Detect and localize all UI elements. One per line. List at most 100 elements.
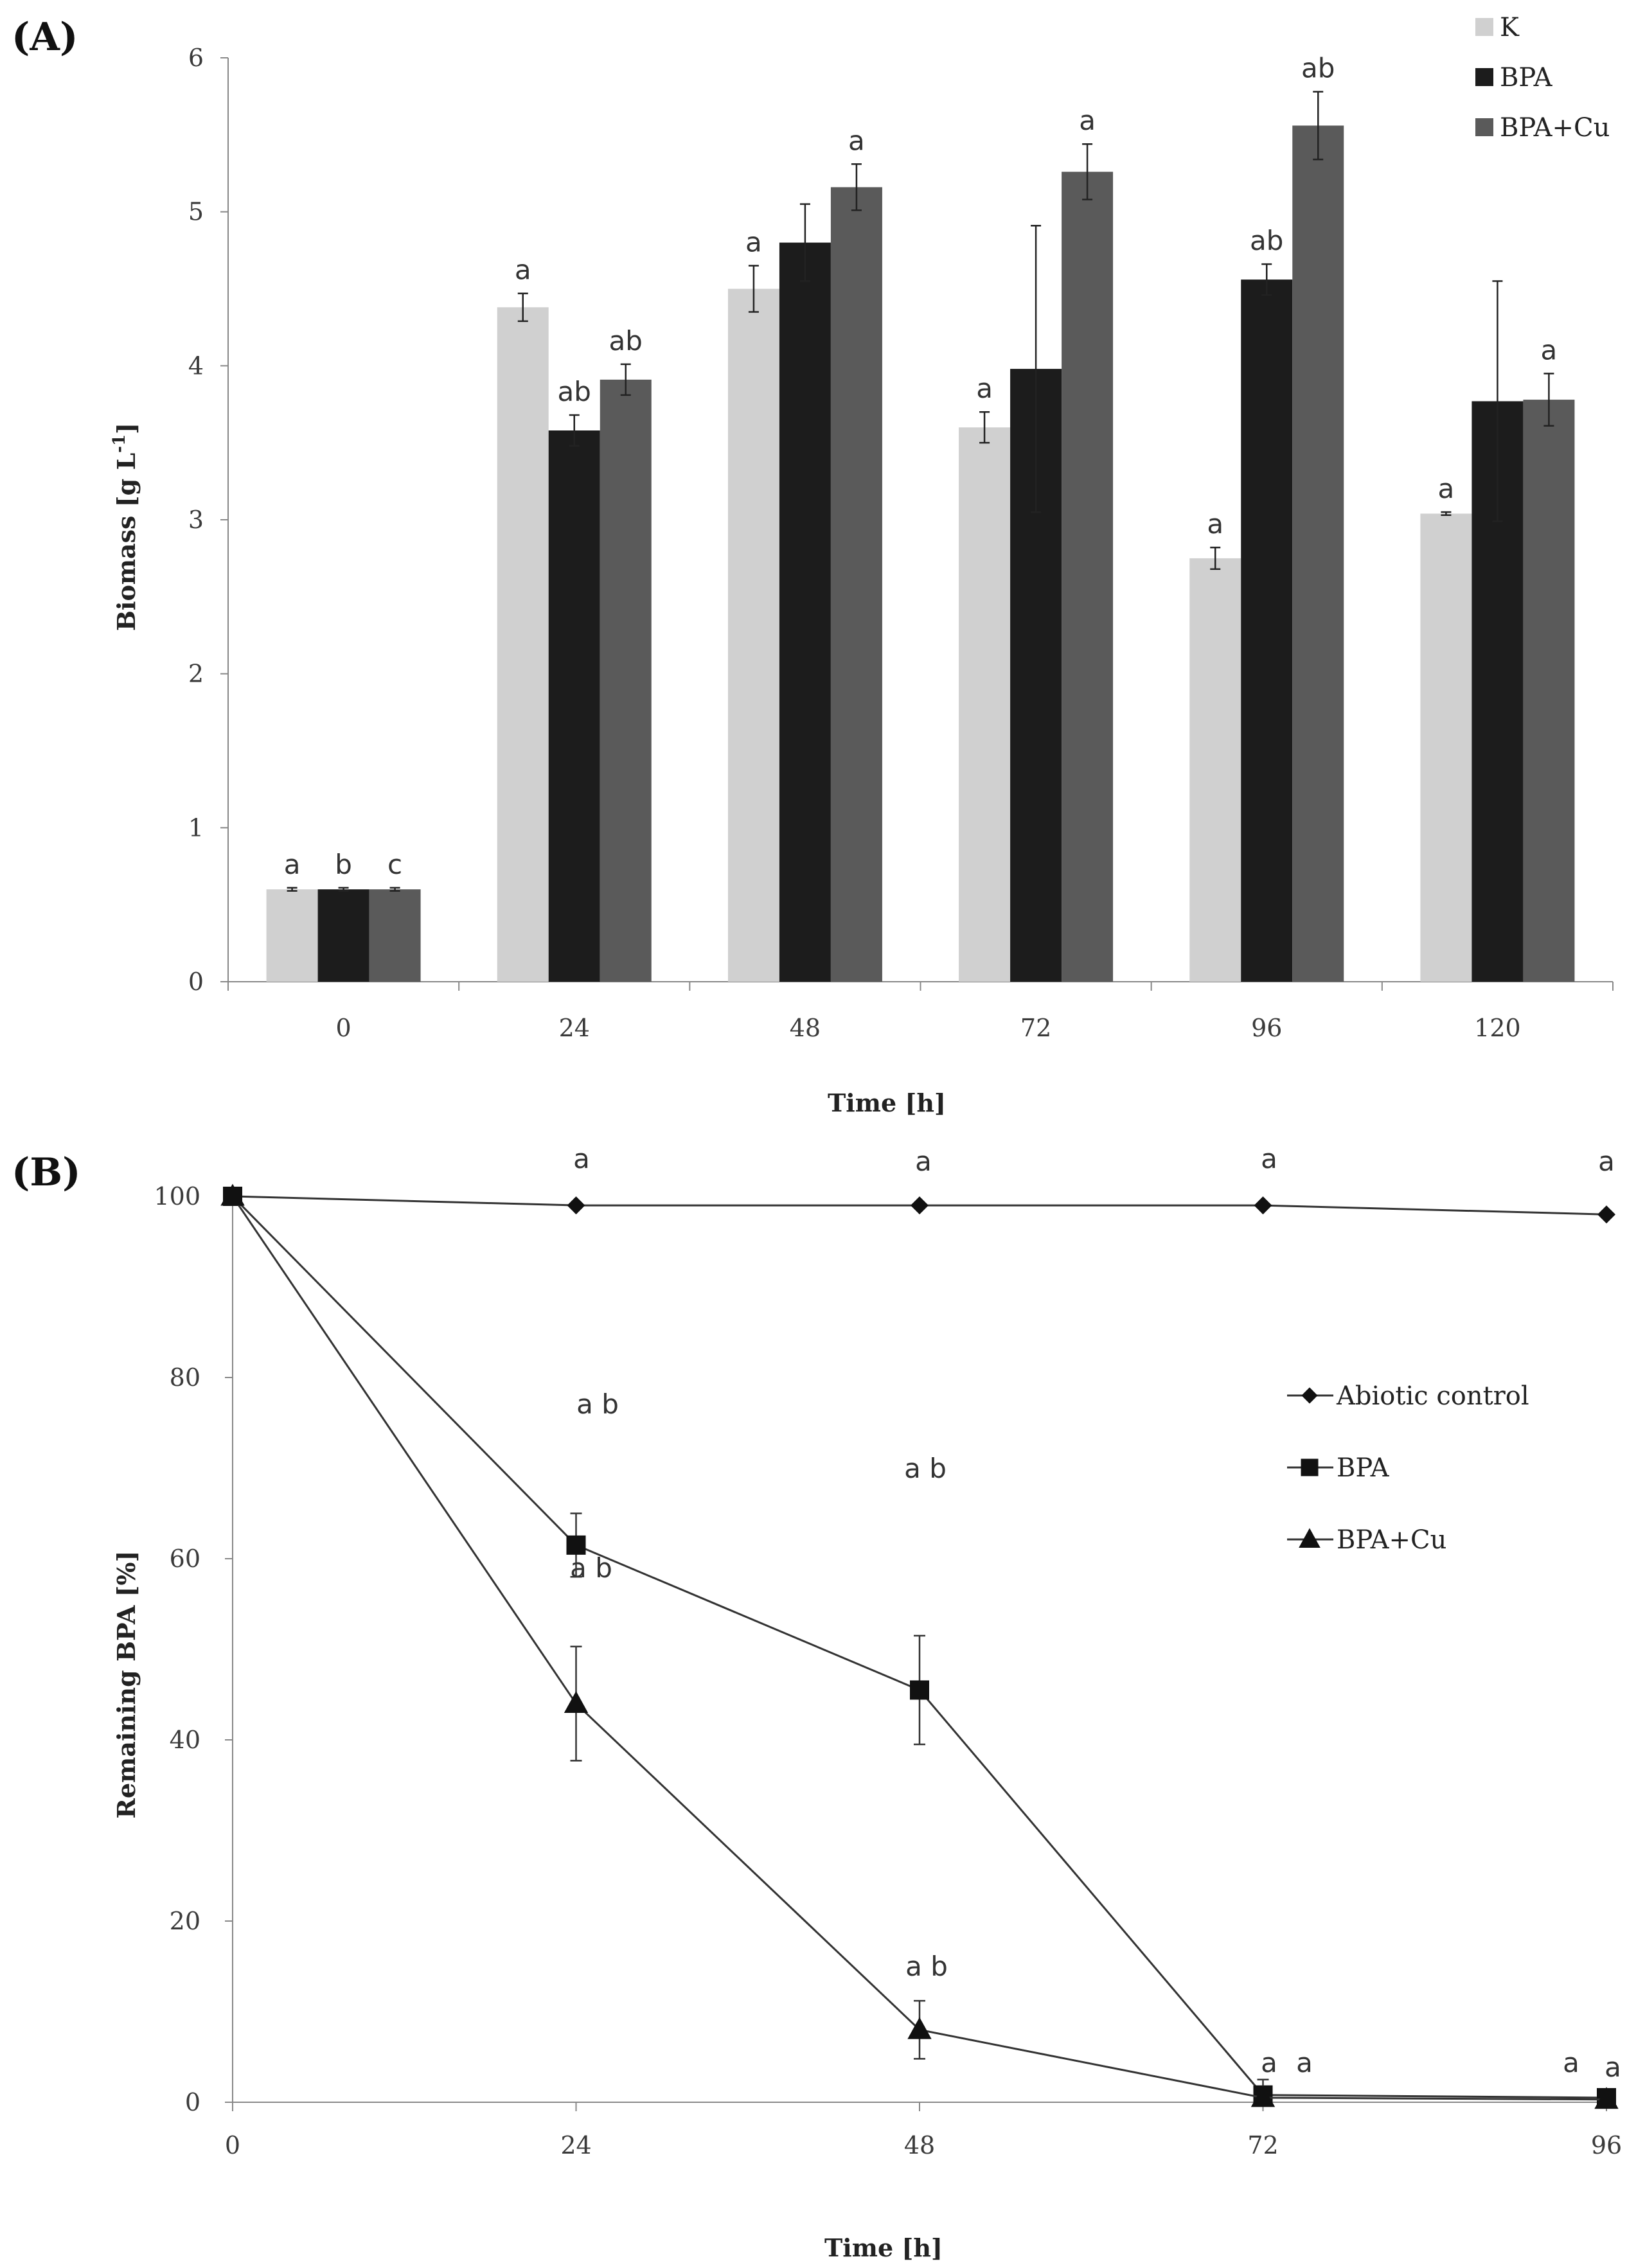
- bar: [1241, 279, 1293, 982]
- diamond-marker: [1597, 1205, 1615, 1224]
- legend-label: BPA+Cu: [1500, 113, 1610, 143]
- legend-label: K: [1500, 13, 1520, 42]
- significance-label: a b: [905, 1951, 948, 1982]
- legend-label: BPA: [1500, 63, 1553, 93]
- panel-a-y-tick-label: 1: [188, 813, 204, 842]
- panel-b-x-tick-label: 72: [1247, 2131, 1278, 2159]
- significance-label: a: [515, 254, 531, 286]
- significance-label: a: [915, 1146, 932, 1177]
- legend-swatch: [1475, 18, 1493, 36]
- panel-b-y-tick-label: 60: [170, 1545, 200, 1573]
- significance-label: a: [1261, 1143, 1277, 1174]
- panel-b-x-tick-label: 0: [225, 2131, 240, 2159]
- triangle-marker: [1594, 2087, 1619, 2109]
- significance-label: ab: [1250, 225, 1283, 256]
- panel-b-ylabel: Remaining BPA [%]: [112, 1550, 141, 1818]
- significance-label: a b: [576, 1388, 619, 1420]
- diamond-marker: [567, 1196, 585, 1215]
- bar: [548, 430, 600, 982]
- significance-label: a: [1598, 1146, 1615, 1177]
- diamond-marker: [1301, 1387, 1318, 1404]
- bar: [727, 288, 779, 982]
- panel-a-x-tick-label: 24: [559, 1014, 590, 1042]
- bar: [1292, 125, 1344, 982]
- diamond-marker: [1254, 1196, 1272, 1215]
- panel-a-y-tick-label: 5: [188, 198, 204, 226]
- panel-a-x-tick-label: 0: [335, 1014, 351, 1042]
- significance-label: ab: [609, 325, 643, 357]
- significance-label: a: [848, 125, 865, 156]
- triangle-marker: [220, 1183, 245, 1206]
- diamond-marker: [911, 1196, 929, 1215]
- triangle-marker: [564, 1691, 589, 1714]
- panel-b-x-tick-label: 24: [560, 2131, 591, 2159]
- panel-a-y-tick-label: 2: [188, 660, 204, 688]
- significance-label: ab: [558, 376, 591, 407]
- significance-label: a: [1261, 2047, 1277, 2078]
- bar: [1189, 558, 1241, 982]
- panel-a-y-tick-label: 3: [188, 506, 204, 534]
- significance-label: a b: [904, 1453, 947, 1484]
- panel-b-y-tick-label: 20: [170, 1907, 200, 1935]
- legend-label: BPA: [1337, 1453, 1390, 1483]
- significance-label: a: [976, 373, 993, 404]
- bar: [779, 242, 831, 982]
- significance-label: a: [1207, 508, 1223, 540]
- panel-a-label: (A): [12, 15, 78, 60]
- significance-label: a: [1079, 105, 1096, 136]
- panel-b-xlabel: Time [h]: [824, 2233, 943, 2262]
- triangle-marker: [1299, 1528, 1320, 1548]
- panel-a-x-tick-label: 96: [1251, 1014, 1282, 1042]
- panel-a-xlabel: Time [h]: [828, 1088, 946, 1117]
- panel-b-x-tick-label: 48: [904, 2131, 935, 2159]
- significance-label: a: [1438, 473, 1455, 504]
- bar: [266, 889, 318, 982]
- significance-label: a: [1296, 2047, 1313, 2078]
- square-marker: [910, 1680, 929, 1700]
- bar: [1420, 513, 1472, 982]
- triangle-marker: [1250, 2085, 1276, 2107]
- bar: [317, 889, 369, 982]
- legend-label: BPA+Cu: [1337, 1525, 1446, 1555]
- panel-a-x-tick-label: 48: [790, 1014, 821, 1042]
- panel-a-ylabel: Biomass [g L-1]: [110, 423, 141, 631]
- panel-b-label: (B): [12, 1150, 81, 1195]
- panel-a-ylabel-sup: -1: [110, 434, 129, 453]
- panel-a-ylabel-close: ]: [112, 423, 141, 434]
- significance-label: a: [284, 849, 301, 880]
- legend-swatch: [1475, 118, 1493, 136]
- significance-label: a: [1541, 334, 1558, 366]
- square-marker: [1301, 1458, 1319, 1476]
- panel-b-y-tick-label: 80: [170, 1363, 200, 1392]
- significance-label: a: [1605, 2051, 1621, 2083]
- panel-b-y-tick-label: 100: [154, 1182, 200, 1210]
- panel-a-ylabel-main: Biomass [g L: [112, 453, 141, 631]
- bar: [497, 307, 549, 982]
- bar: [369, 889, 421, 982]
- panel-a-y-tick-label: 4: [188, 351, 204, 380]
- panel-a-x-tick-label: 120: [1474, 1014, 1521, 1042]
- triangle-marker: [907, 2017, 932, 2039]
- significance-label: a: [573, 1143, 590, 1174]
- significance-label: a: [1563, 2047, 1579, 2078]
- bar: [1062, 172, 1114, 982]
- panel-b-y-tick-label: 40: [170, 1726, 200, 1754]
- panel-a-y-tick-label: 0: [188, 968, 204, 996]
- bar: [1523, 400, 1575, 982]
- legend-label: Abiotic control: [1336, 1381, 1529, 1411]
- panel-a-x-tick-label: 72: [1020, 1014, 1051, 1042]
- panel-b-y-tick-label: 0: [185, 2088, 200, 2116]
- bar: [959, 427, 1011, 982]
- bar: [600, 379, 652, 982]
- legend-swatch: [1475, 68, 1493, 86]
- significance-label: a: [745, 227, 762, 258]
- significance-label: a b: [570, 1552, 612, 1584]
- panel-a-y-tick-label: 6: [188, 44, 204, 72]
- significance-label: ab: [1301, 53, 1335, 84]
- significance-label: c: [387, 849, 402, 880]
- panel-b-x-tick-label: 96: [1591, 2131, 1622, 2159]
- bar: [830, 187, 882, 982]
